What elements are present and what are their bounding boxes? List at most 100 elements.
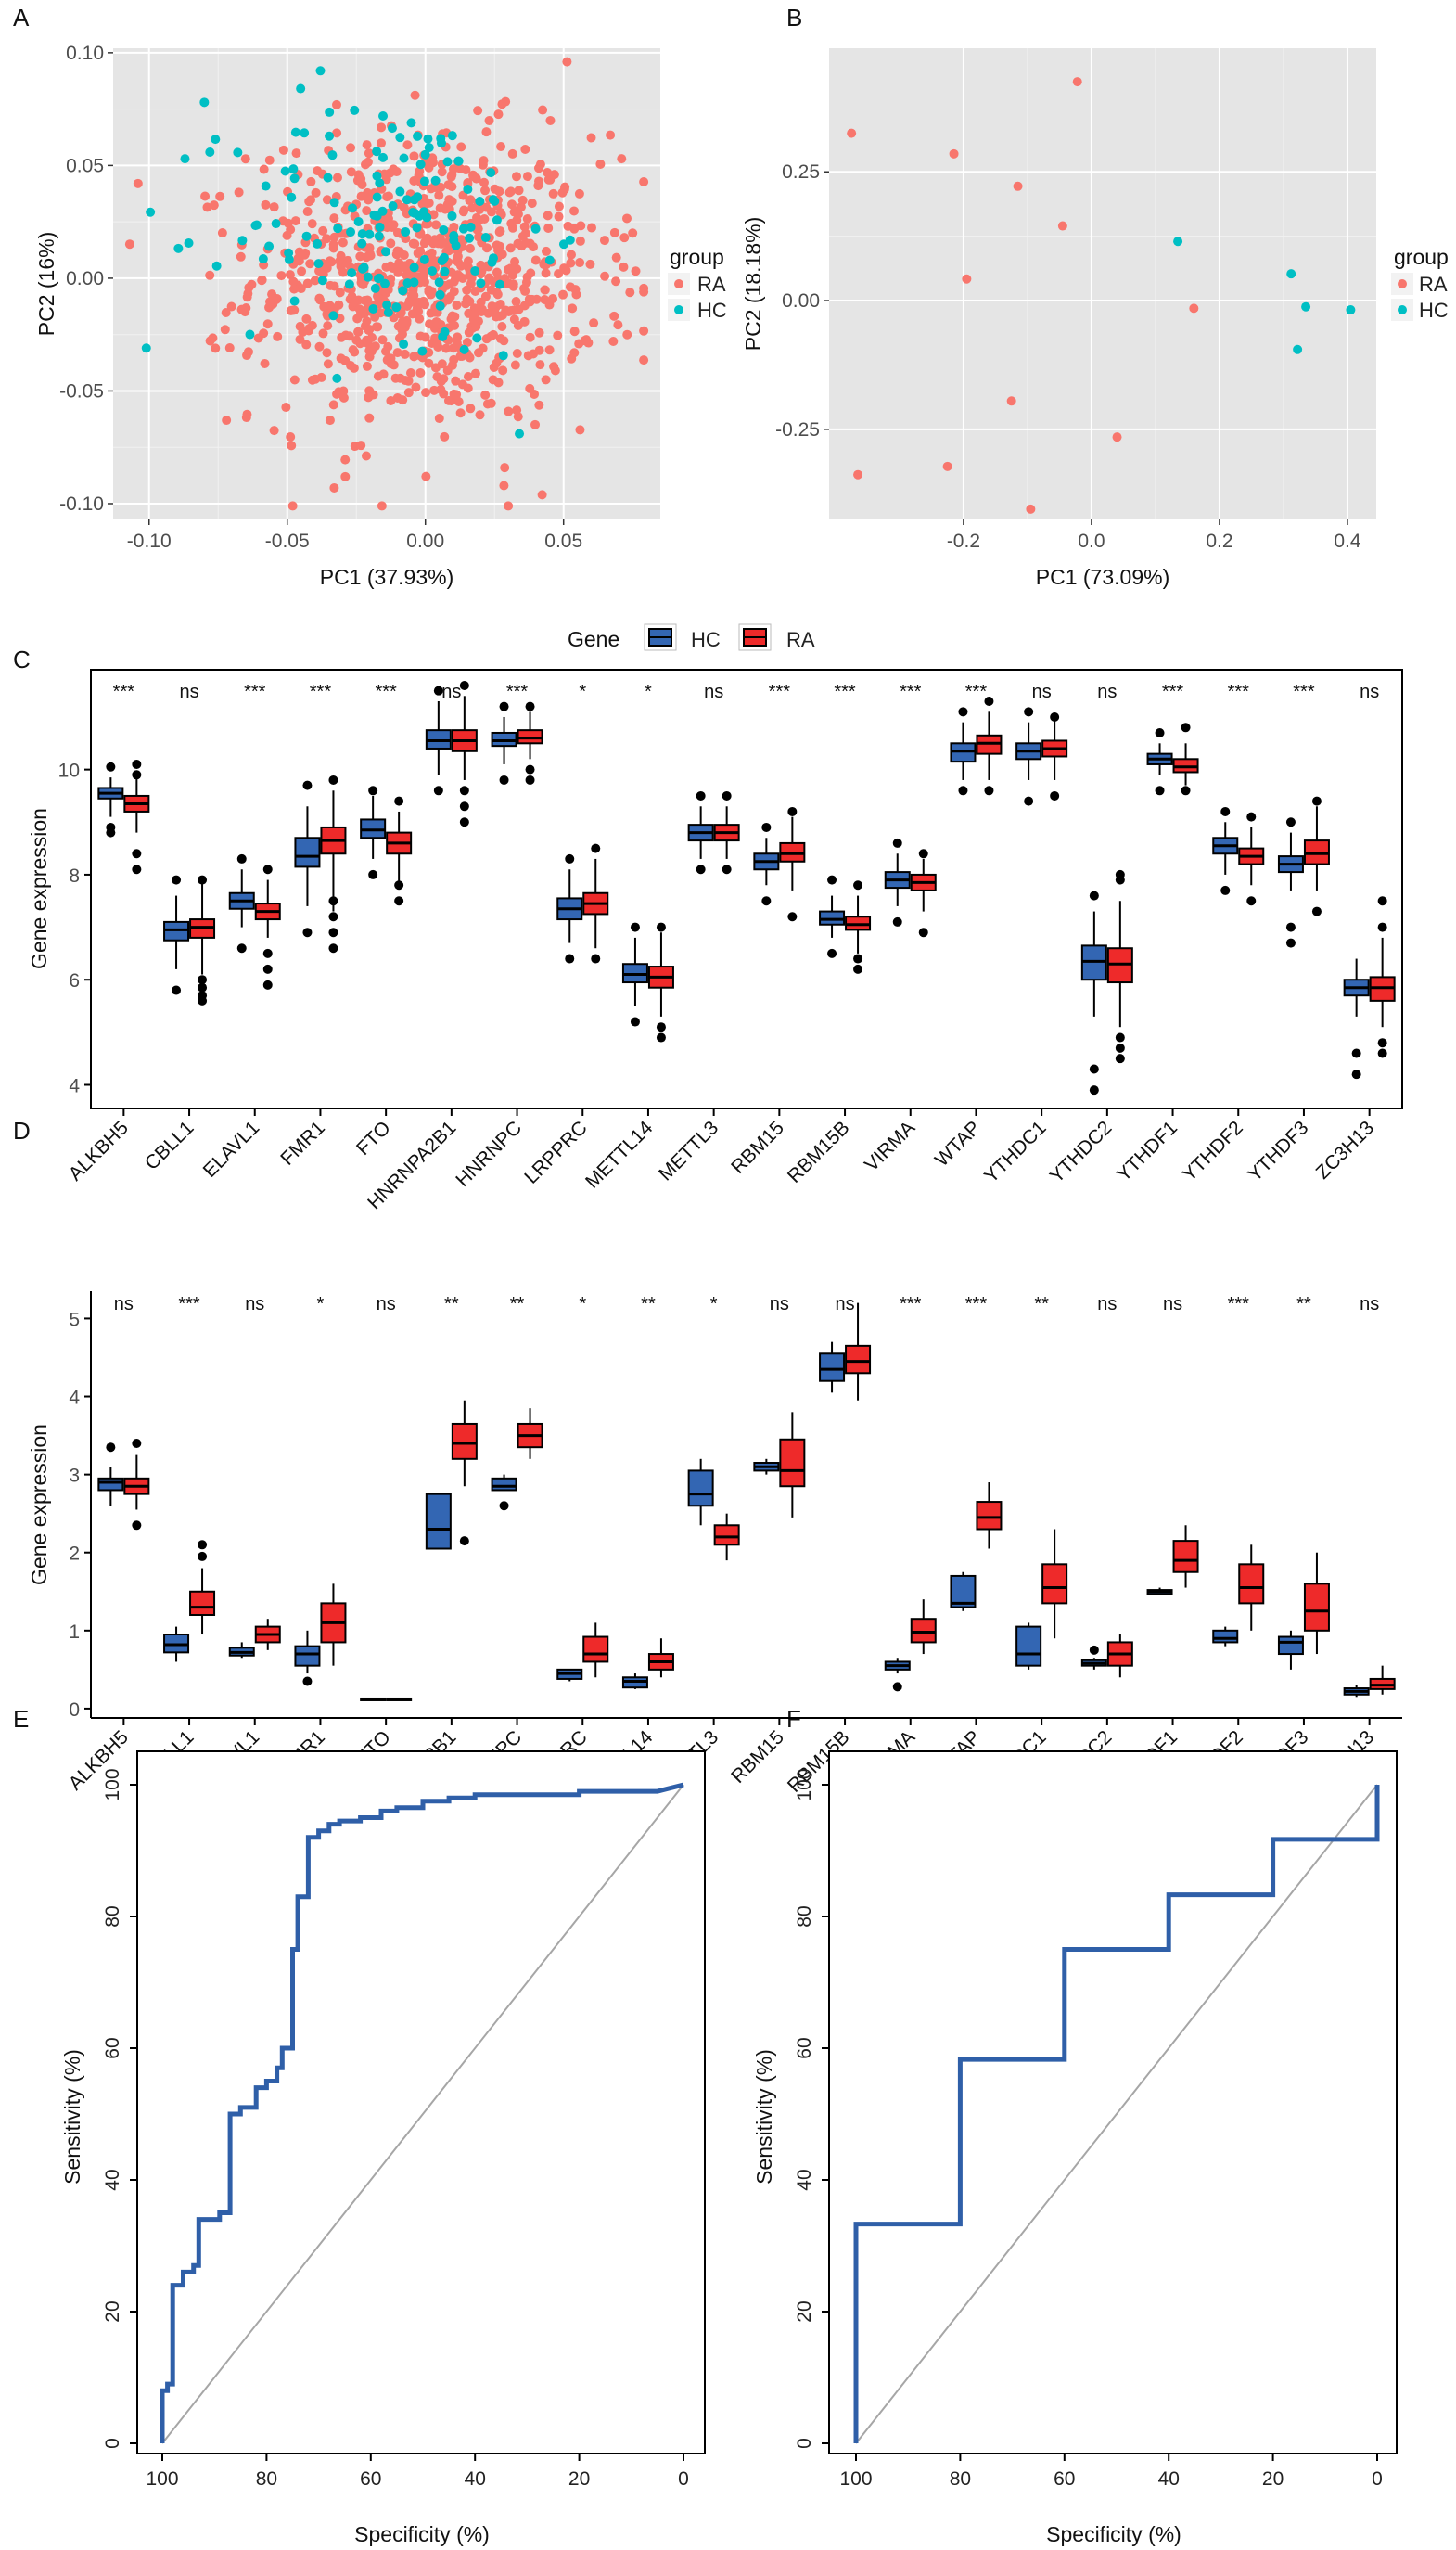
y-tick-label: 0 xyxy=(69,1699,80,1721)
point-ra xyxy=(513,238,523,249)
y-tick-label: 10 xyxy=(58,761,80,782)
significance-label: * xyxy=(317,1294,325,1314)
outlier-ra xyxy=(656,1022,666,1032)
point-ra xyxy=(332,128,342,138)
point-ra xyxy=(526,268,536,278)
outlier-hc xyxy=(1351,1070,1361,1080)
point-ra xyxy=(360,296,370,306)
point-ra xyxy=(353,327,364,337)
point-hc xyxy=(419,254,429,264)
outlier-ra xyxy=(132,759,142,769)
point-ra xyxy=(494,226,504,237)
point-ra xyxy=(949,148,959,159)
outlier-hc xyxy=(958,707,968,717)
point-ra xyxy=(322,195,332,205)
point-hc xyxy=(375,178,385,188)
point-ra xyxy=(554,211,564,222)
point-ra xyxy=(541,268,551,278)
outlier-ra xyxy=(1115,1043,1125,1053)
outlier-ra xyxy=(984,696,994,706)
point-hc xyxy=(271,219,281,229)
point-ra xyxy=(205,336,215,346)
point-ra xyxy=(306,176,316,186)
pca-a-legend-hc: HC xyxy=(697,299,727,322)
point-hc xyxy=(323,173,333,183)
point-ra xyxy=(451,376,461,386)
point-hc xyxy=(466,222,476,232)
outlier-ra xyxy=(132,770,142,780)
point-ra xyxy=(444,195,454,205)
point-ra xyxy=(221,307,231,317)
point-ra xyxy=(456,142,466,152)
point-ra xyxy=(350,347,360,357)
point-ra xyxy=(453,251,463,262)
point-hc xyxy=(475,196,485,206)
point-ra xyxy=(519,222,530,232)
point-ra xyxy=(267,289,277,300)
point-ra xyxy=(479,177,489,187)
point-hc xyxy=(284,254,294,264)
point-ra xyxy=(499,481,509,491)
point-ra xyxy=(124,239,134,250)
y-tick-label: 0.25 xyxy=(782,161,820,183)
outlier-ra xyxy=(1246,812,1257,822)
point-ra xyxy=(1026,504,1036,514)
outlier-ra xyxy=(1377,922,1387,932)
point-ra xyxy=(325,301,335,311)
point-hc xyxy=(245,329,255,340)
outlier-ra xyxy=(918,928,928,938)
point-ra xyxy=(295,334,305,344)
box-ra xyxy=(1041,1563,1068,1605)
point-ra xyxy=(448,343,458,353)
point-ra xyxy=(522,172,532,182)
point-ra xyxy=(332,99,342,109)
outlier-hc xyxy=(499,701,509,711)
significance-label: ns xyxy=(835,1294,854,1314)
outlier-ra xyxy=(1050,790,1060,801)
point-ra xyxy=(304,197,314,207)
point-ra xyxy=(479,156,489,166)
significance-label: ** xyxy=(1034,1294,1049,1314)
point-hc xyxy=(325,107,335,117)
point-ra xyxy=(530,389,540,399)
point-ra xyxy=(215,191,225,201)
outlier-ra xyxy=(132,1438,142,1448)
point-ra xyxy=(273,331,283,341)
point-ra xyxy=(853,469,863,480)
point-ra xyxy=(493,378,504,388)
pca-b-ticks: -0.2 0.0 0.2 0.4 -0.25 0.00 0.25 xyxy=(775,161,1361,552)
x-tick-label: -0.2 xyxy=(947,531,980,552)
outlier-ra xyxy=(1377,1048,1387,1058)
point-hc xyxy=(437,255,447,265)
point-ra xyxy=(217,228,227,238)
y-tick-label: 80 xyxy=(102,1905,123,1927)
y-tick-label: 40 xyxy=(794,2169,815,2190)
outlier-hc xyxy=(172,985,182,995)
point-ra xyxy=(544,345,555,355)
point-hc xyxy=(530,224,541,234)
point-hc xyxy=(439,224,449,235)
point-hc xyxy=(413,192,423,202)
point-ra xyxy=(401,234,411,244)
boxplot-c: 46810***ALKBH5nsCBLL1***ELAVL1***FMR1***… xyxy=(27,669,1403,1214)
outlier-ra xyxy=(1377,1038,1387,1048)
point-hc xyxy=(451,240,461,250)
point-ra xyxy=(362,361,372,371)
pca-plot-a: -0.10 -0.05 0.00 0.05 -0.10 -0.05 0.00 0.05 0.10… xyxy=(34,43,727,589)
significance-label: * xyxy=(579,1294,586,1314)
outlier-ra xyxy=(656,1032,666,1043)
y-tick-label: 100 xyxy=(794,1768,815,1800)
point-ra xyxy=(430,182,441,192)
point-hc xyxy=(317,276,327,286)
y-tick-label: 20 xyxy=(794,2300,815,2322)
point-ra xyxy=(554,201,564,211)
point-ra xyxy=(512,405,522,416)
point-ra xyxy=(287,501,298,511)
point-hc xyxy=(301,231,312,241)
outlier-hc xyxy=(368,869,378,879)
point-ra xyxy=(424,198,434,208)
point-hc xyxy=(348,203,358,213)
point-ra xyxy=(435,203,445,213)
point-ra xyxy=(520,144,530,154)
point-ra xyxy=(356,277,366,288)
